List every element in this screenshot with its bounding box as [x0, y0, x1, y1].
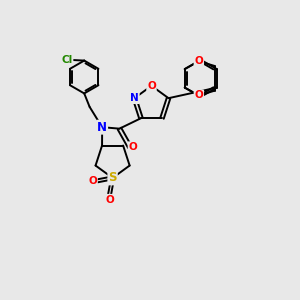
Text: S: S	[108, 171, 117, 184]
Text: O: O	[128, 142, 137, 152]
Text: O: O	[88, 176, 97, 186]
Text: O: O	[194, 56, 203, 66]
Text: N: N	[97, 121, 107, 134]
Text: N: N	[130, 93, 139, 103]
Text: Cl: Cl	[61, 55, 73, 65]
Text: O: O	[105, 195, 114, 205]
Text: O: O	[147, 81, 156, 91]
Text: O: O	[194, 90, 203, 100]
